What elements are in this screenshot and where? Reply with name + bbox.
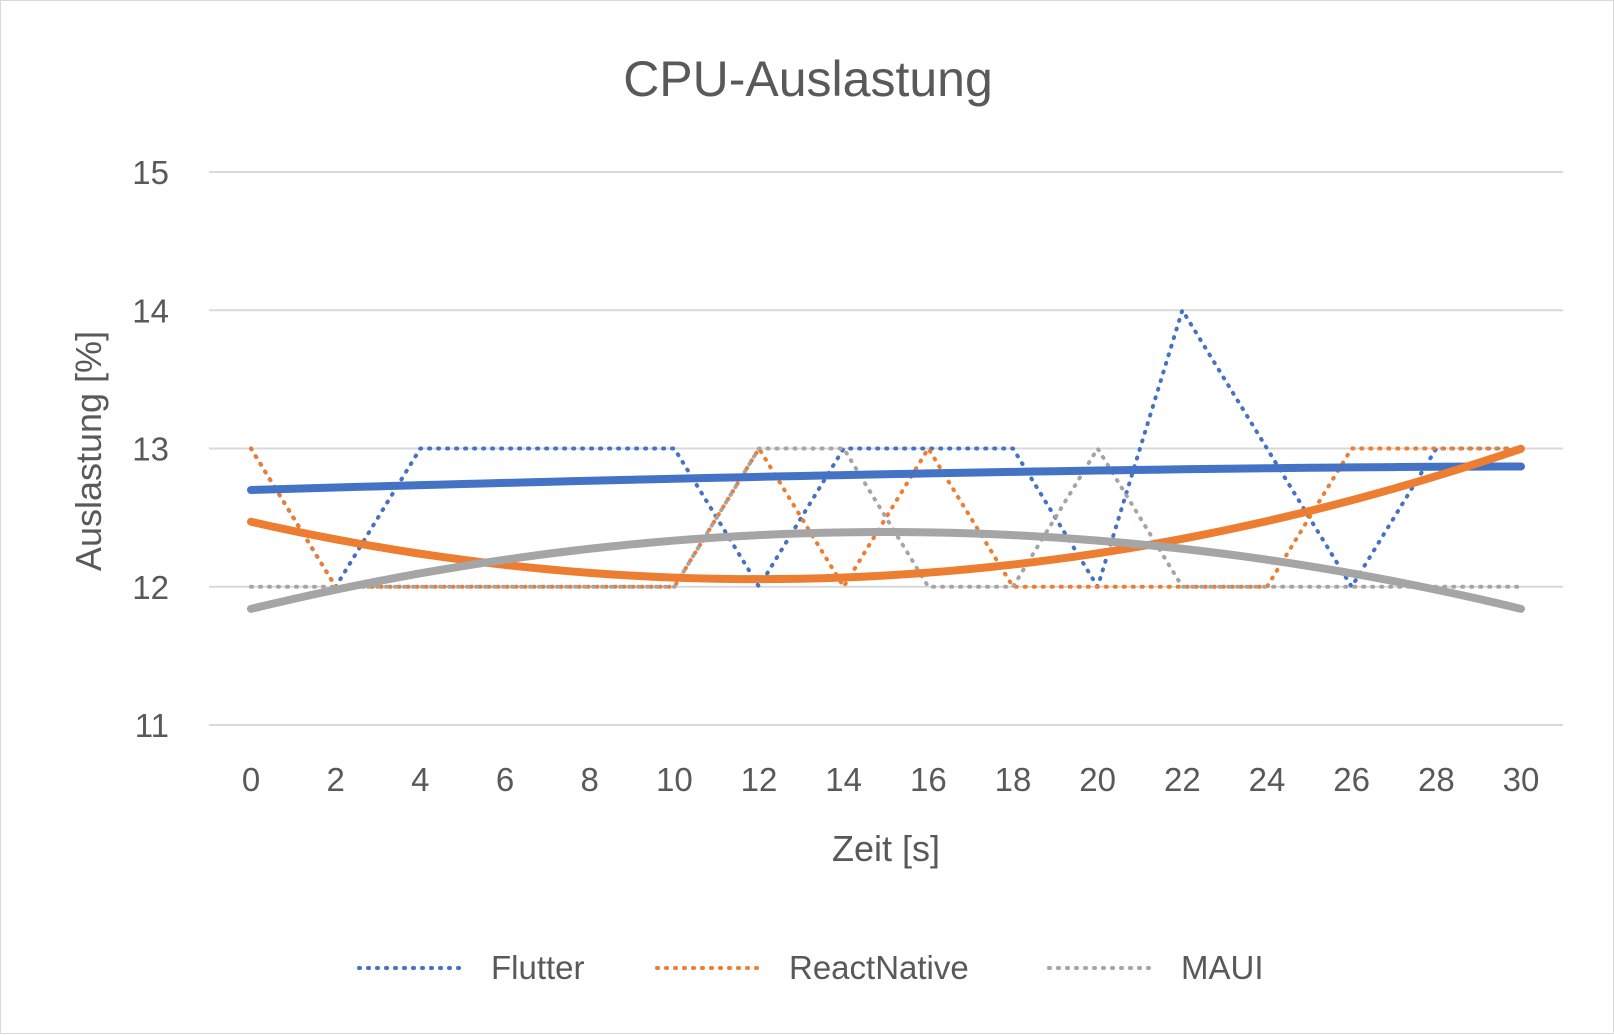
y-axis-ticks: 11 12 13 14 15 [132,154,169,744]
chart-title: CPU-Auslastung [623,51,993,107]
trendline-reactnative [247,444,1525,584]
x-tick-label: 0 [242,761,260,798]
x-tick-label: 24 [1249,761,1286,798]
series-lines [249,308,1523,589]
trendline-maui [247,528,1525,613]
x-tick-label: 22 [1164,761,1201,798]
x-tick-label: 12 [741,761,778,798]
x-tick-label: 8 [580,761,598,798]
x-tick-label: 18 [995,761,1032,798]
x-axis-ticks: 0 2 4 6 8 10 12 14 16 18 20 22 24 26 28 30 [242,761,1540,798]
y-tick-label: 13 [132,431,169,468]
x-tick-label: 10 [656,761,693,798]
y-tick-label: 11 [135,707,169,744]
x-tick-label: 6 [496,761,514,798]
x-tick-label: 26 [1333,761,1370,798]
y-tick-label: 15 [132,154,169,191]
series-line-reactnative [249,446,1523,589]
trend-lines [247,444,1525,613]
legend-label-flutter: Flutter [491,949,585,986]
y-axis-title: Auslastung [%] [68,331,109,571]
y-tick-label: 12 [132,569,169,606]
trendline-flutter [247,462,1525,494]
y-tick-label: 14 [132,292,169,329]
legend-label-reactnative: ReactNative [789,949,969,986]
series-line-maui [249,446,1523,589]
legend-label-maui: MAUI [1181,949,1264,986]
x-tick-label: 14 [825,761,862,798]
x-axis-title: Zeit [s] [832,828,940,869]
x-tick-label: 16 [910,761,947,798]
x-tick-label: 4 [411,761,429,798]
x-tick-label: 30 [1503,761,1540,798]
x-tick-label: 2 [326,761,344,798]
x-tick-label: 28 [1418,761,1455,798]
legend: Flutter ReactNative MAUI [357,949,1264,986]
x-tick-label: 20 [1079,761,1116,798]
